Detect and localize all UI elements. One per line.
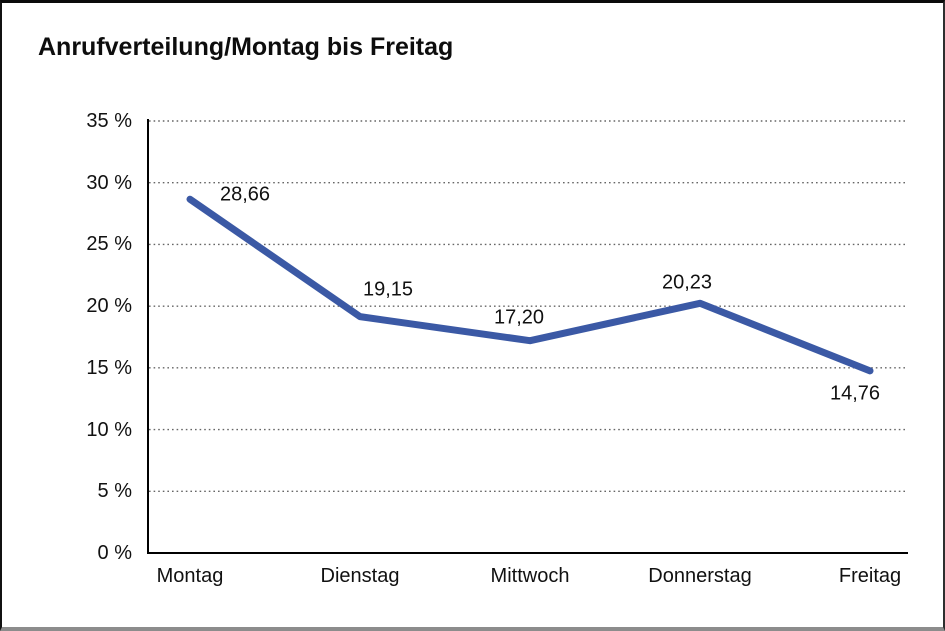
chart-title: Anrufverteilung/Montag bis Freitag bbox=[38, 33, 454, 61]
y-tick-label: 20 % bbox=[86, 295, 132, 318]
data-point-label: 17,20 bbox=[493, 306, 545, 329]
y-tick-label: 15 % bbox=[86, 356, 132, 379]
data-point-label: 20,23 bbox=[661, 271, 713, 294]
y-tick-label: 10 % bbox=[86, 418, 132, 441]
data-point-label: 19,15 bbox=[362, 278, 414, 301]
x-category-label: Freitag bbox=[838, 565, 902, 587]
y-tick-label: 25 % bbox=[86, 233, 132, 256]
x-category-label: Montag bbox=[156, 565, 224, 587]
y-tick-label: 5 % bbox=[97, 480, 132, 503]
data-point-label: 28,66 bbox=[219, 183, 271, 206]
x-category-label: Mittwoch bbox=[490, 565, 570, 587]
y-tick-label: 0 % bbox=[97, 542, 132, 564]
data-point-label: 14,76 bbox=[829, 382, 881, 405]
line-chart-plot bbox=[147, 119, 908, 554]
x-category-label: Dienstag bbox=[320, 565, 400, 587]
y-tick-label: 30 % bbox=[86, 171, 132, 194]
x-category-label: Donnerstag bbox=[648, 565, 752, 587]
y-tick-label: 35 % bbox=[86, 110, 132, 132]
series-line bbox=[186, 195, 874, 375]
